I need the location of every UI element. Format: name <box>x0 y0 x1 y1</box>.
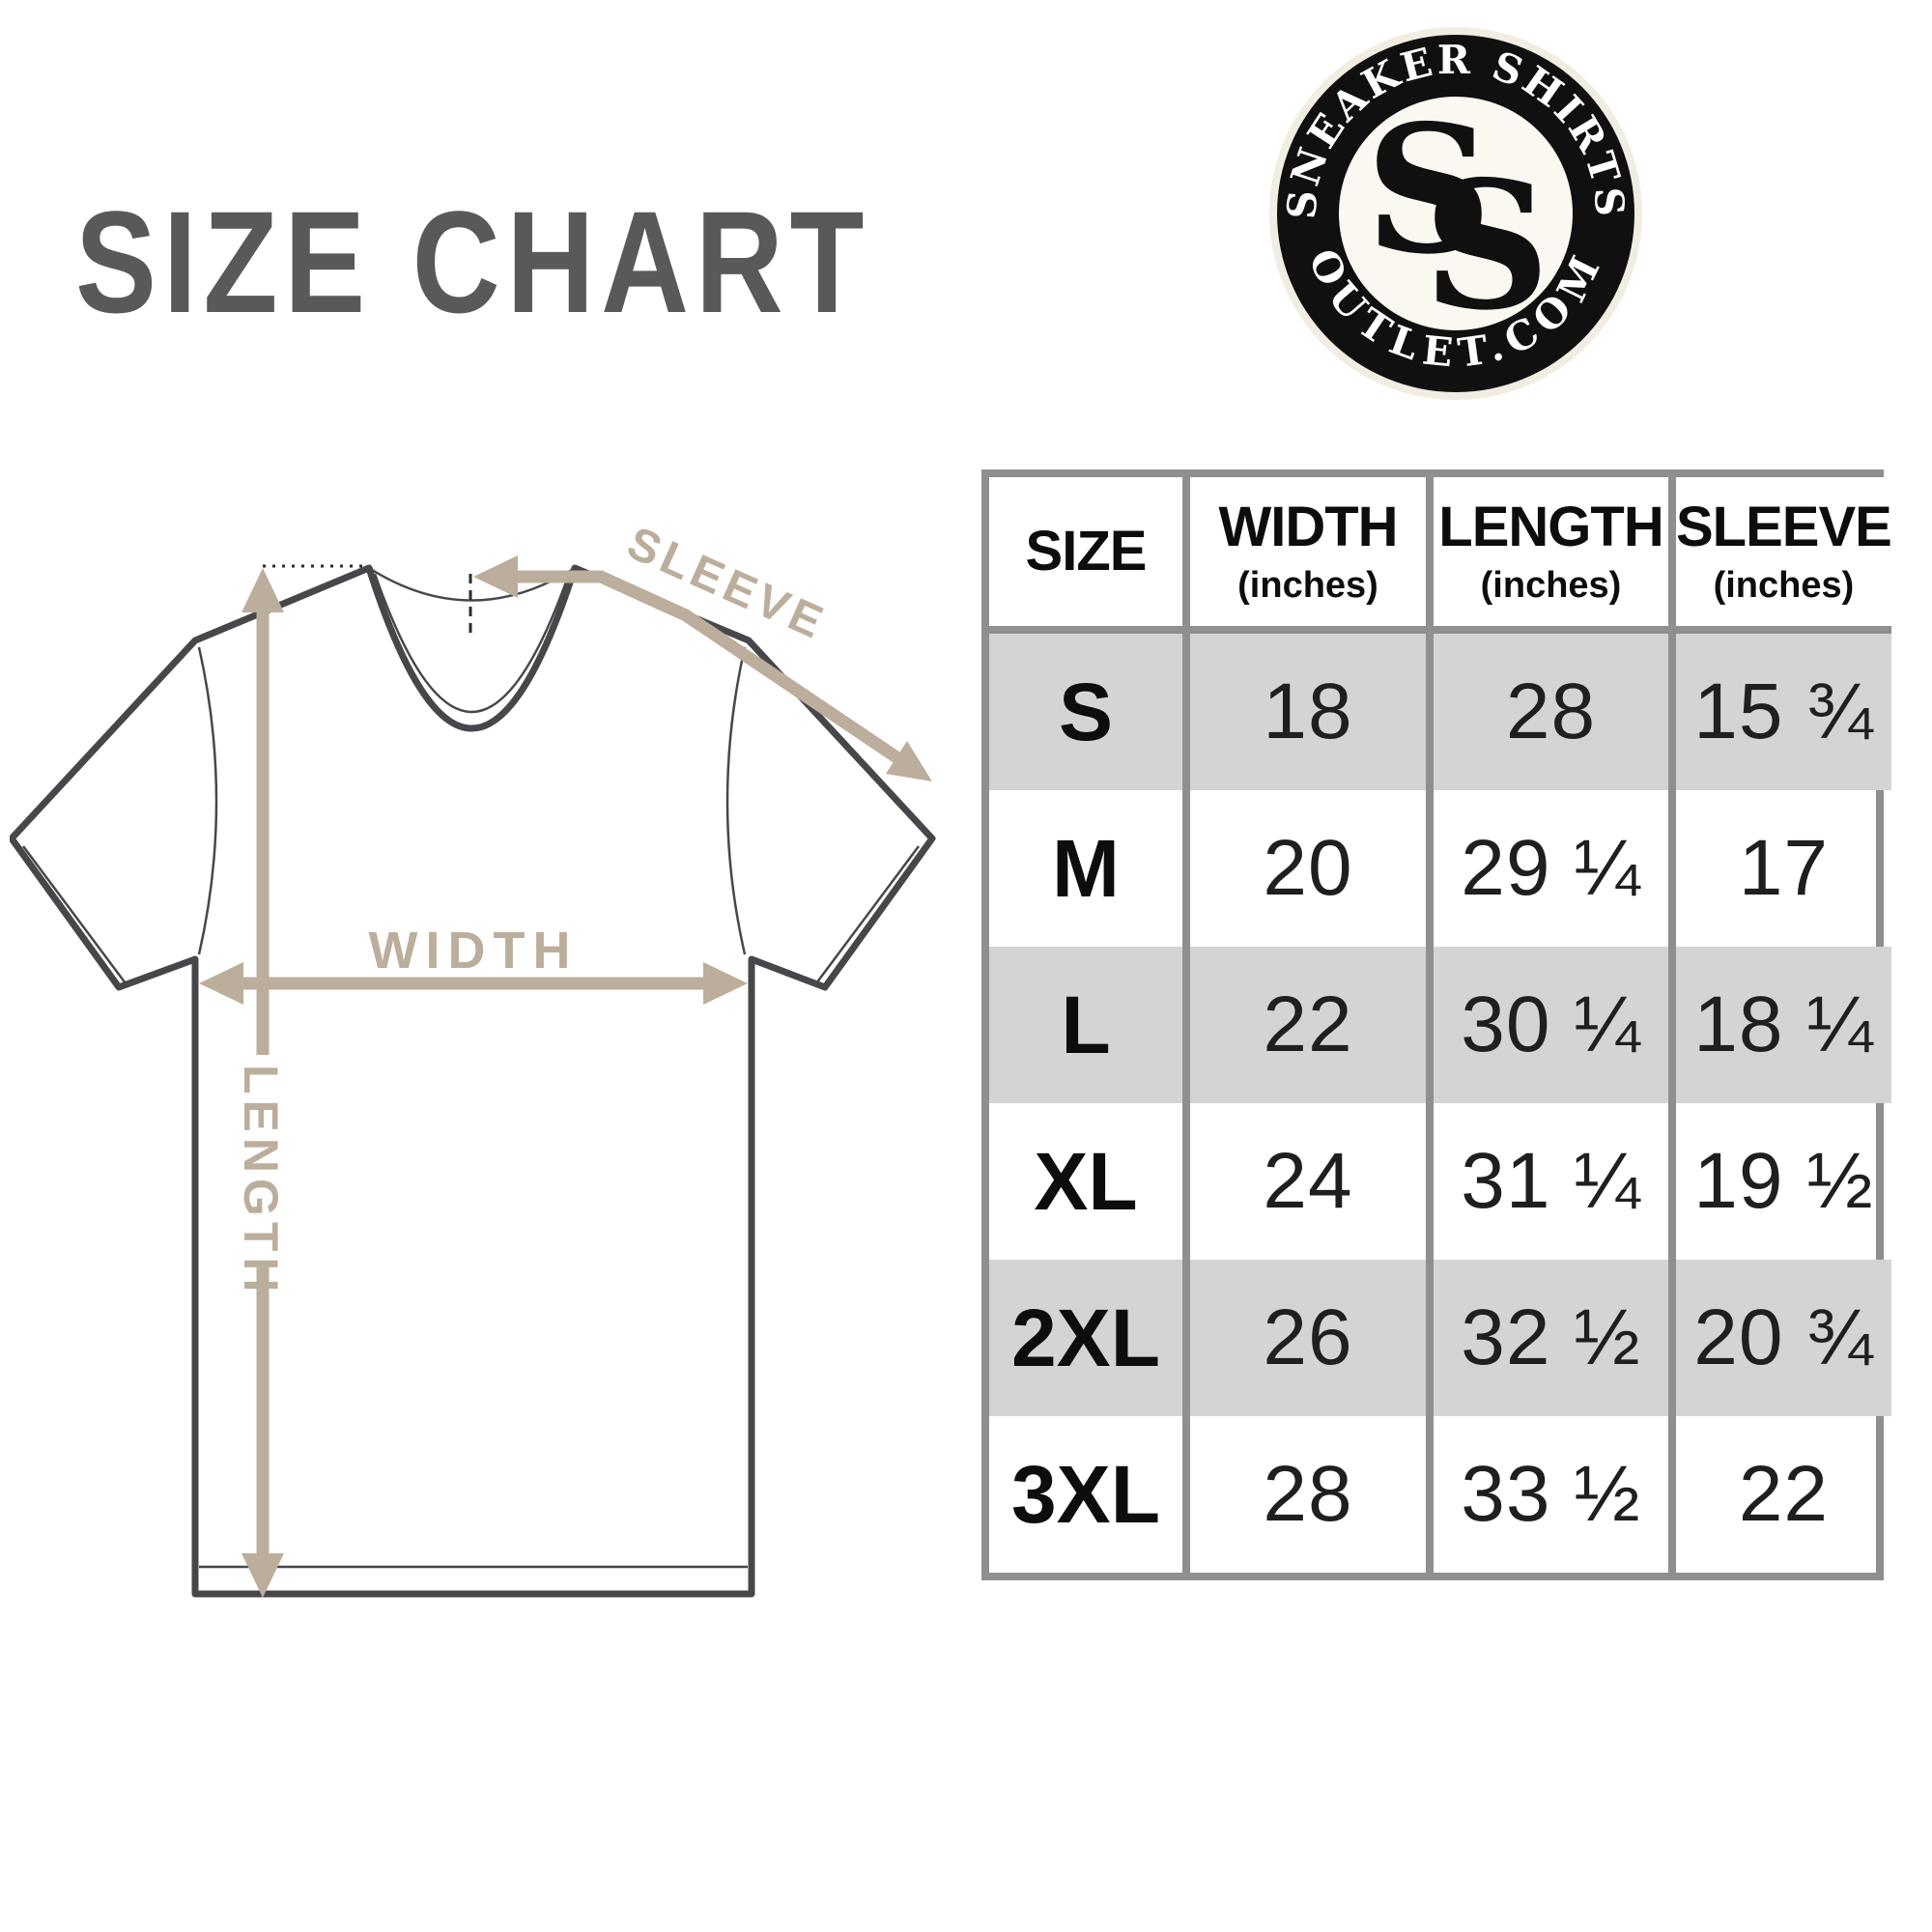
header-length-label: LENGTH <box>1438 496 1663 558</box>
width-arrow <box>199 962 748 1005</box>
header-sleeve-label: SLEEVE <box>1676 496 1892 558</box>
size-cell-m: M <box>1052 822 1120 914</box>
tshirt-outline <box>10 564 936 1598</box>
left-armhole-seam <box>197 646 218 955</box>
sleeve-cell-m: 17 <box>1668 790 1891 947</box>
monogram-s-left: S <box>1365 86 1492 293</box>
header-size-label: SIZE <box>1025 520 1148 582</box>
width-label: WIDTH <box>369 922 579 980</box>
width-cell-m: 20 <box>1182 790 1426 947</box>
width-cell-s: 18 <box>1182 634 1426 790</box>
width-cell-l: 22 <box>1182 947 1426 1103</box>
length-cell-xl: 31 ¼ <box>1426 1103 1668 1260</box>
sleeve-arrow <box>473 555 932 781</box>
sleeve-cell-s: 15 ¾ <box>1668 634 1891 790</box>
length-cell-m: 29 ¼ <box>1426 790 1668 947</box>
size-cell-l: L <box>989 947 1182 1103</box>
header-width-label: WIDTH <box>1218 496 1398 558</box>
length-cell-s: 28 <box>1426 634 1668 790</box>
right-cuff-line <box>814 845 921 984</box>
header-length-sub: (inches) <box>1480 565 1622 606</box>
header-cell-width: WIDTH (inches) <box>1182 477 1426 634</box>
monogram-s-right: S <box>1423 142 1549 349</box>
tshirt-diagram: LENGTH WIDTH SLEEVE <box>10 518 936 1598</box>
left-cuff-line <box>21 845 128 984</box>
header-cell-length: LENGTH (inches) <box>1426 477 1668 634</box>
width-cell-xl: 24 <box>1182 1103 1426 1260</box>
length-cell-3xl: 33 ½ <box>1426 1416 1668 1573</box>
sleeve-cell-3xl: 22 <box>1668 1416 1891 1573</box>
collar-band-line <box>373 573 571 714</box>
header-width-sub: (inches) <box>1237 565 1378 606</box>
sleeve-cell-xl: 19 ½ <box>1668 1103 1891 1260</box>
logo-ss-monogram: S S <box>1365 86 1549 349</box>
size-table: SIZE WIDTH (inches) LENGTH (inches) SLEE… <box>981 469 1892 1580</box>
header-cell-size: SIZE <box>989 477 1182 634</box>
sleeve-cell-2xl: 20 ¾ <box>1668 1260 1891 1416</box>
length-cell-l: 30 ¼ <box>1426 947 1668 1103</box>
width-cell-3xl: 28 <box>1182 1416 1426 1573</box>
width-cell-2xl: 26 <box>1182 1260 1426 1416</box>
brand-logo: SNEAKER SHIRTS OUTLET.COM S S <box>1269 27 1642 400</box>
page-title: SIZE CHART <box>75 181 871 343</box>
size-cell-s: S <box>989 634 1182 790</box>
size-cell-2xl: 2XL <box>989 1260 1182 1416</box>
size-cell-3xl: 3XL <box>1010 1448 1161 1540</box>
logo-inner-disc <box>1339 97 1573 330</box>
length-label: LENGTH <box>234 1065 288 1298</box>
sleeve-cell-l: 18 ¼ <box>1668 947 1891 1103</box>
header-sleeve-sub: (inches) <box>1713 565 1855 606</box>
header-cell-sleeve: SLEEVE (inches) <box>1668 477 1892 634</box>
length-cell-2xl: 32 ½ <box>1426 1260 1668 1416</box>
right-armhole-seam <box>725 646 747 955</box>
size-cell-xl: XL <box>1034 1135 1138 1227</box>
